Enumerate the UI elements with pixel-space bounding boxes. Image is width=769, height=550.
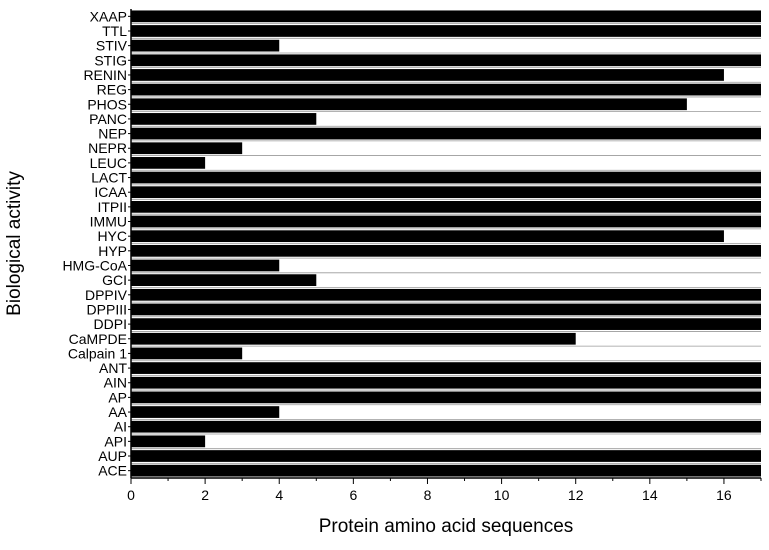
bar-hmg-coa: [131, 259, 280, 272]
x-tick-label: 16: [716, 487, 732, 503]
bar-ap: [131, 391, 761, 404]
y-tick-label: ICAA: [94, 184, 127, 200]
y-axis-title: Biological activity: [4, 171, 25, 316]
bar-lact: [131, 171, 761, 184]
x-tick-label: 2: [201, 487, 209, 503]
y-tick-label: AUP: [98, 448, 127, 464]
y-tick-label: AIN: [104, 375, 127, 391]
y-tick-label: PANC: [89, 111, 127, 127]
y-tick-label: IMMU: [90, 214, 127, 230]
bar-campde: [131, 332, 576, 345]
y-tick-label: TTL: [102, 23, 127, 39]
y-tick-labels: XAAPTTLSTIVSTIGRENINREGPHOSPANCNEPNEPRLE…: [62, 8, 131, 479]
bar-ace: [131, 464, 761, 477]
bar-icaa: [131, 186, 761, 199]
bar-leuc: [131, 157, 206, 169]
x-tick-label: 14: [642, 487, 658, 503]
x-tick-label: 10: [494, 487, 510, 503]
bar-api: [131, 435, 206, 448]
bar-itpii: [131, 200, 761, 213]
y-tick-label: STIG: [94, 52, 127, 68]
y-tick-label: AI: [114, 419, 127, 435]
y-tick-label: ANT: [99, 360, 127, 376]
bar-hyp: [131, 244, 761, 257]
y-tick-label: CaMPDE: [69, 331, 127, 347]
y-tick-label: STIV: [96, 38, 128, 54]
bar-stiv: [131, 39, 280, 52]
x-axis-ticks: 0 2 4 6 8 10 12 14 16: [127, 478, 762, 503]
bar-calpain-1: [131, 347, 243, 360]
y-tick-label: Calpain 1: [68, 345, 127, 361]
bar-ant: [131, 362, 761, 374]
y-tick-label: DDPI: [94, 316, 127, 332]
y-tick-label: NEPR: [88, 140, 127, 156]
bar-reg: [131, 83, 761, 96]
y-tick-label: HYP: [98, 243, 127, 259]
bar-nep: [131, 127, 761, 140]
y-tick-label: ITPII: [97, 199, 127, 215]
y-tick-label: API: [104, 433, 127, 449]
bar-hyc: [131, 230, 724, 243]
x-tick-label: 12: [568, 487, 584, 503]
bar-dppiv: [131, 288, 761, 301]
y-tick-label: HYC: [97, 228, 127, 244]
y-tick-label: AP: [108, 389, 127, 405]
y-tick-label: XAAP: [90, 8, 127, 24]
y-tick-label: AA: [108, 404, 127, 420]
x-tick-label: 8: [424, 487, 432, 503]
x-tick-label: 0: [127, 487, 135, 503]
bar-nepr: [131, 142, 243, 155]
bar-panc: [131, 113, 317, 125]
y-tick-label: DPPIII: [87, 301, 127, 317]
bar-ttl: [131, 25, 761, 37]
y-tick-label: LEUC: [90, 155, 127, 171]
x-tick-label: 6: [349, 487, 357, 503]
bar-gci: [131, 274, 317, 287]
y-tick-label: LACT: [91, 170, 127, 186]
bar-stig: [131, 54, 761, 67]
bar-aa: [131, 406, 280, 418]
x-axis-title: Protein amino acid sequences: [319, 516, 574, 537]
bar-renin: [131, 69, 724, 81]
bar-phos: [131, 98, 687, 111]
bar-ain: [131, 376, 761, 389]
y-tick-label: RENIN: [83, 67, 127, 83]
y-tick-label: HMG-CoA: [62, 257, 127, 273]
y-tick-label: GCI: [102, 272, 127, 288]
bars-layer: [131, 10, 761, 477]
bar-immu: [131, 215, 761, 228]
y-tick-label: PHOS: [87, 96, 127, 112]
bar-aup: [131, 450, 761, 462]
y-tick-label: REG: [97, 82, 127, 98]
y-tick-label: NEP: [98, 126, 127, 142]
y-tick-label: ACE: [98, 463, 127, 479]
bar-ai: [131, 420, 761, 433]
y-tick-label: DPPIV: [85, 287, 128, 303]
bar-xaap: [131, 10, 761, 23]
x-tick-label: 4: [275, 487, 283, 503]
bar-dppiii: [131, 303, 761, 316]
bar-ddpi: [131, 318, 761, 330]
